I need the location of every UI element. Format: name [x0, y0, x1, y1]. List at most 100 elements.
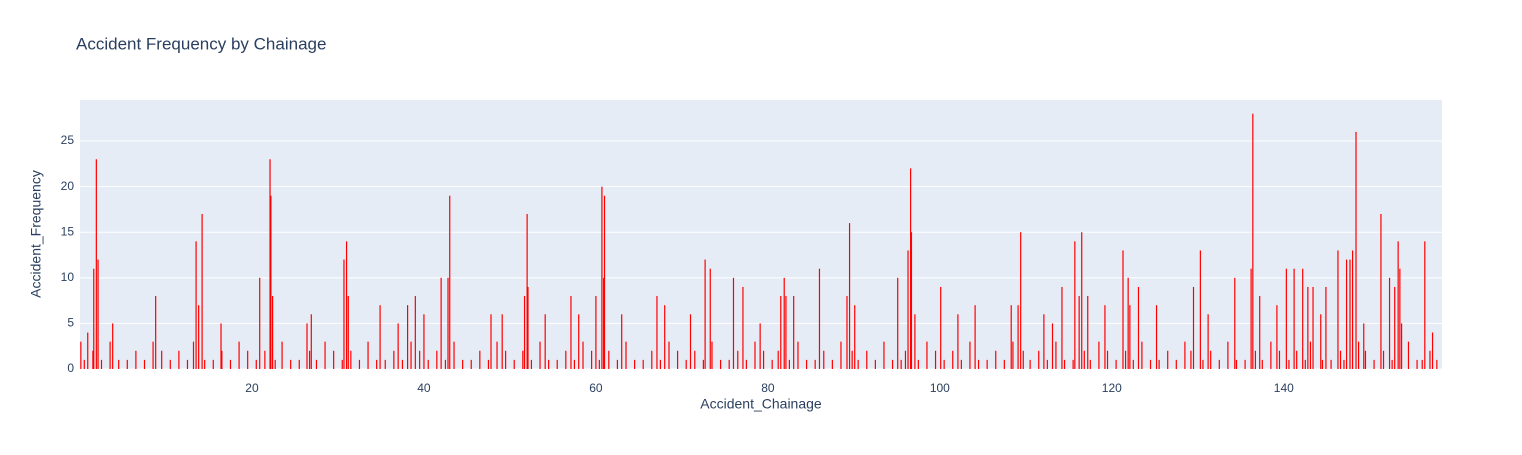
- chart-title: Accident Frequency by Chainage: [76, 34, 326, 53]
- y-tick-label: 10: [61, 270, 75, 284]
- bar: [659, 359, 661, 369]
- bar: [1234, 277, 1236, 369]
- y-tick-label: 25: [61, 133, 75, 147]
- bar: [1122, 250, 1124, 369]
- bar: [1320, 314, 1322, 369]
- bar: [1137, 286, 1140, 369]
- bar: [1382, 350, 1385, 369]
- bar: [1020, 232, 1022, 369]
- bar: [401, 359, 404, 369]
- bar: [1244, 359, 1246, 369]
- bar: [97, 259, 99, 369]
- bar: [470, 359, 472, 369]
- bar: [1309, 341, 1312, 369]
- bar: [556, 359, 558, 369]
- bar: [732, 277, 735, 369]
- bar: [126, 359, 128, 369]
- bar: [910, 168, 912, 369]
- bar: [591, 350, 593, 369]
- bar: [1391, 359, 1393, 369]
- bar: [1285, 268, 1287, 369]
- bar: [462, 359, 464, 369]
- bar: [449, 195, 451, 369]
- bar: [1199, 250, 1201, 369]
- bar: [565, 350, 567, 369]
- bar: [93, 268, 95, 369]
- bar: [960, 359, 962, 369]
- bar: [204, 359, 206, 369]
- bar: [1074, 241, 1076, 369]
- bar: [143, 359, 146, 369]
- bar: [1158, 359, 1160, 369]
- bar: [1175, 359, 1177, 369]
- bar: [846, 296, 848, 369]
- bar: [709, 268, 711, 369]
- bar: [866, 350, 868, 369]
- x-tick-label: 120: [1102, 381, 1122, 395]
- bar: [308, 350, 311, 369]
- bar: [728, 359, 730, 369]
- x-tick-label: 60: [589, 381, 603, 395]
- bar: [1167, 350, 1169, 369]
- bar: [1055, 341, 1057, 369]
- bar: [831, 359, 833, 369]
- bar: [290, 359, 292, 369]
- bar: [685, 359, 687, 369]
- bar: [603, 195, 606, 369]
- x-tick-label: 40: [417, 381, 431, 395]
- bar: [762, 350, 765, 369]
- bar: [1012, 341, 1014, 369]
- bar: [347, 296, 349, 369]
- bar: [668, 341, 670, 369]
- bar: [851, 350, 853, 369]
- bar: [1399, 268, 1401, 369]
- bar: [1149, 359, 1152, 369]
- bar: [1235, 359, 1238, 369]
- bar: [1400, 323, 1403, 369]
- bar: [934, 350, 937, 369]
- bar: [1250, 268, 1252, 369]
- bar: [1104, 305, 1106, 369]
- bar: [742, 286, 744, 369]
- bar: [745, 359, 747, 369]
- bar: [783, 277, 785, 369]
- bar: [255, 359, 257, 369]
- y-tick-label: 20: [61, 179, 75, 193]
- bar: [83, 359, 85, 369]
- bar: [501, 314, 503, 369]
- y-tick-label: 5: [67, 316, 74, 330]
- bar: [397, 323, 399, 369]
- bar: [854, 305, 856, 369]
- bar: [324, 341, 326, 369]
- bar: [595, 296, 597, 369]
- bar: [1343, 359, 1345, 369]
- bar: [1416, 359, 1418, 369]
- bar: [1127, 277, 1129, 369]
- bar: [759, 323, 761, 369]
- bar: [1397, 241, 1399, 369]
- bar: [805, 359, 808, 369]
- bar: [195, 241, 197, 369]
- bar: [1081, 232, 1083, 369]
- bar: [1302, 268, 1304, 369]
- bar: [1190, 350, 1192, 369]
- bar: [1276, 305, 1278, 369]
- bar: [100, 359, 103, 369]
- bar: [1051, 323, 1054, 369]
- bar: [95, 159, 97, 369]
- bar: [186, 359, 189, 369]
- bar: [1330, 359, 1332, 369]
- bar: [201, 213, 203, 369]
- y-axis-title: Accident_Frequency: [28, 170, 44, 298]
- bar: [87, 332, 89, 369]
- bar: [1029, 359, 1031, 369]
- bar: [621, 314, 623, 369]
- bar: [785, 296, 787, 369]
- bar: [152, 341, 154, 369]
- bar: [952, 350, 954, 369]
- bar: [161, 350, 163, 369]
- bar: [490, 314, 492, 369]
- bar: [220, 323, 222, 369]
- bar: [298, 359, 300, 369]
